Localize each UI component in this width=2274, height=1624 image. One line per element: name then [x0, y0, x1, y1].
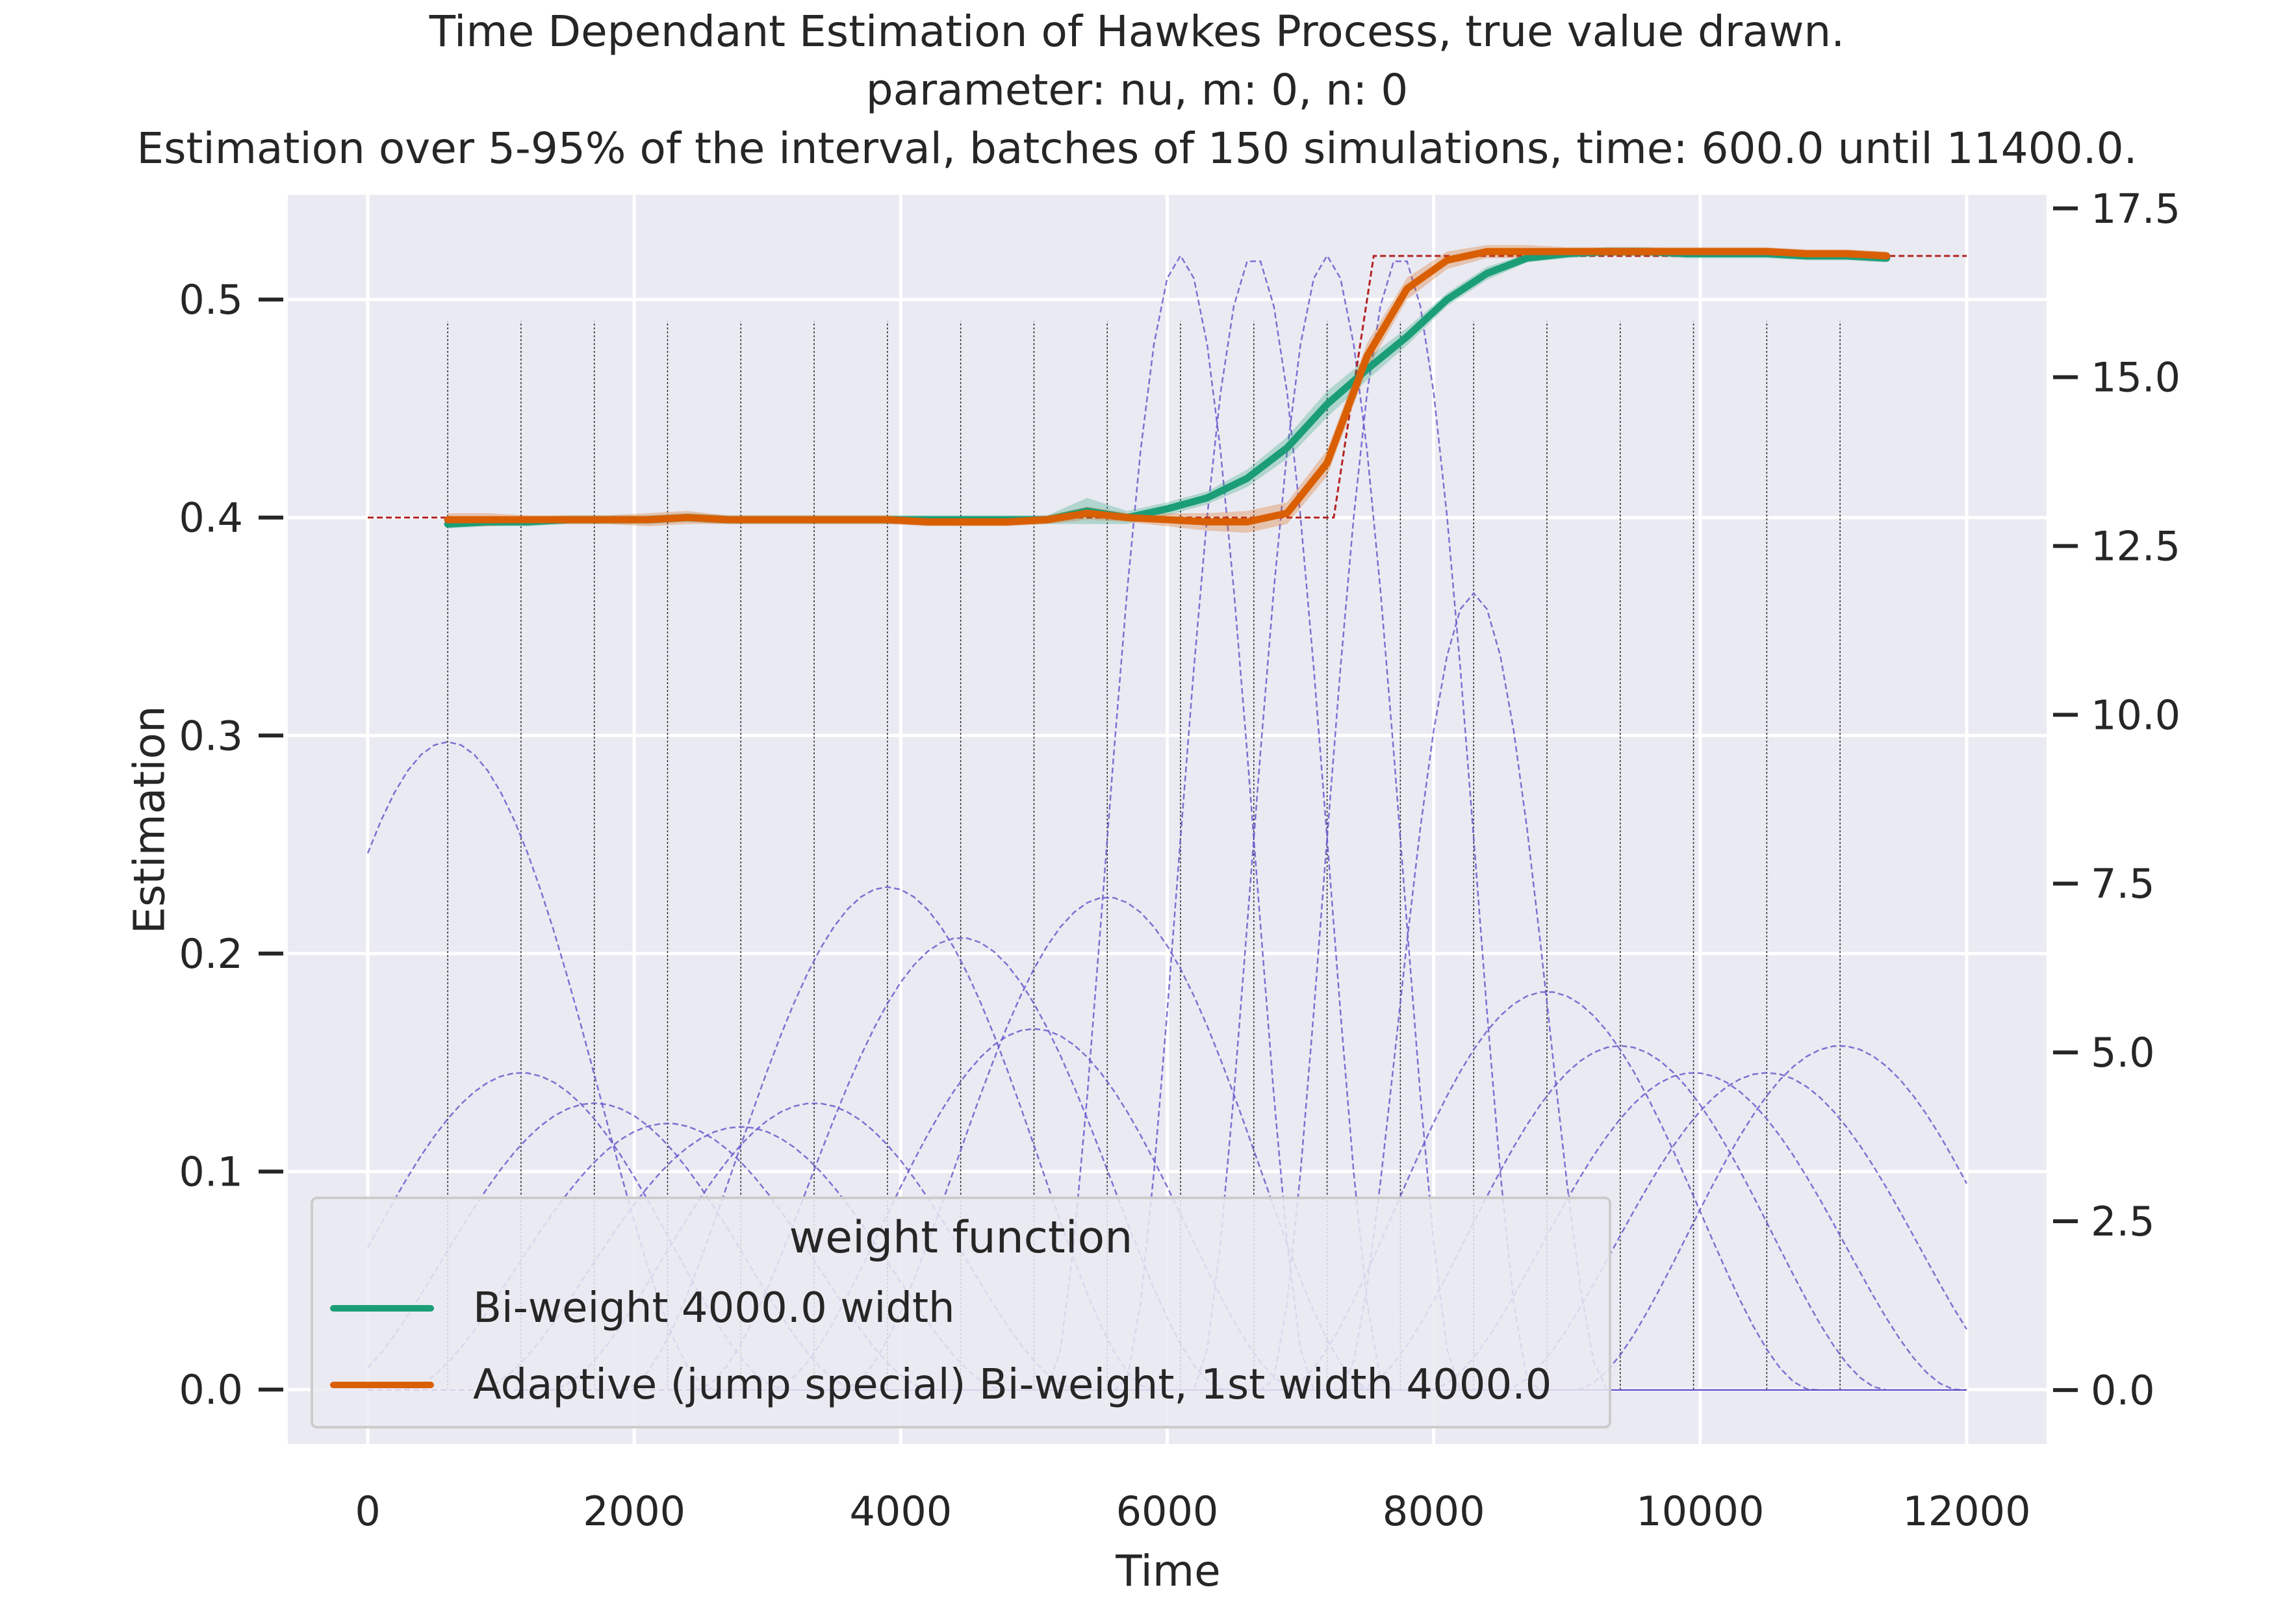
- y2-tick-label: 10.0: [2091, 691, 2180, 739]
- series-lines: [444, 247, 1891, 528]
- x-tick-label: 12000: [1902, 1488, 2030, 1535]
- y2-tick-label: 15.0: [2091, 354, 2180, 401]
- chart-title-line-3: Estimation over 5-95% of the interval, b…: [136, 123, 2138, 173]
- legend-label-adaptive: Adaptive (jump special) Bi-weight, 1st w…: [473, 1361, 1552, 1409]
- y-axis-ticks: 0.0 0.1 0.2 0.3 0.4 0.5: [179, 276, 283, 1414]
- x-tick-label: 6000: [1116, 1488, 1219, 1535]
- y2-tick-label: 17.5: [2091, 185, 2180, 233]
- legend: weight function Bi-weight 4000.0 width A…: [311, 1197, 1611, 1428]
- y2-tick-label: 12.5: [2091, 523, 2180, 570]
- legend-item-biweight: Bi-weight 4000.0 width: [330, 1282, 955, 1334]
- legend-item-adaptive: Adaptive (jump special) Bi-weight, 1st w…: [330, 1359, 1552, 1411]
- y2-tick-label: 2.5: [2091, 1198, 2155, 1245]
- y2-tick-label: 5.0: [2091, 1029, 2155, 1076]
- estimation-time-markers: [447, 321, 1841, 1390]
- y2-tick-label: 0.0: [2091, 1367, 2155, 1414]
- x-tick-label: 10000: [1636, 1488, 1764, 1535]
- y2-tick-label: 7.5: [2091, 860, 2155, 907]
- y-tick-label: 0.3: [179, 712, 243, 759]
- y-tick-label: 0.4: [179, 494, 243, 542]
- y-tick-label: 0.5: [179, 276, 243, 324]
- chart-title-line-1: Time Dependant Estimation of Hawkes Proc…: [429, 6, 1845, 57]
- chart-title-line-2: parameter: nu, m: 0, n: 0: [865, 65, 1409, 115]
- legend-swatch-biweight: [330, 1305, 434, 1312]
- x-axis-label: Time: [1116, 1546, 1221, 1596]
- y-axis-label: Estimation: [124, 705, 175, 934]
- x-tick-label: 0: [355, 1488, 380, 1535]
- legend-title: weight function: [789, 1212, 1133, 1263]
- y-tick-label: 0.1: [179, 1148, 243, 1195]
- legend-label-biweight: Bi-weight 4000.0 width: [473, 1284, 955, 1332]
- y-tick-label: 0.2: [179, 930, 243, 978]
- x-tick-label: 4000: [849, 1488, 952, 1535]
- x-axis-ticks: 0 2000 4000 6000 8000 10000 12000: [355, 1488, 2030, 1535]
- y-tick-label: 0.0: [179, 1366, 243, 1414]
- x-tick-label: 2000: [583, 1488, 685, 1535]
- x-tick-label: 8000: [1383, 1488, 1485, 1535]
- legend-swatch-adaptive: [330, 1382, 434, 1388]
- y2-axis-ticks: 0.0 2.5 5.0 7.5 10.0 12.5 15.0 17.5: [2053, 185, 2180, 1414]
- series-1-line: [444, 247, 1891, 526]
